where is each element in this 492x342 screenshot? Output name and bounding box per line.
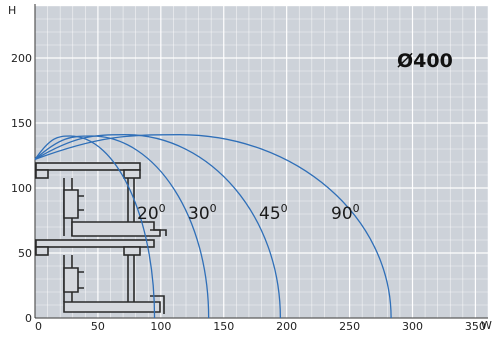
curve-45 [34, 134, 282, 319]
x-tick-label: 150 [213, 320, 234, 333]
x-tick-label: 100 [150, 320, 171, 333]
curve-30 [34, 135, 210, 319]
y-axis-label: H [8, 4, 16, 17]
window-profile-drawing [35, 162, 167, 314]
y-tick-label: 150 [11, 117, 32, 130]
curve-label-20: 200 [137, 202, 166, 224]
x-tick-label: 350 [465, 320, 486, 333]
x-tick-label: 0 [35, 320, 42, 333]
curve-20 [34, 135, 156, 319]
tick-labels: 0 50 100 150 200 250 300 350 0 50 100 150 200 [11, 52, 486, 333]
curve-label-45: 450 [259, 202, 288, 224]
x-tick-label: 300 [402, 320, 423, 333]
x-axis-label: W [481, 319, 492, 332]
curve-label-30: 300 [188, 202, 217, 224]
y-tick-label: 100 [11, 182, 32, 195]
x-tick-label: 200 [276, 320, 297, 333]
axes [34, 4, 488, 319]
curve-90 [34, 134, 392, 319]
x-tick-label: 50 [91, 320, 105, 333]
y-tick-label: 50 [18, 247, 32, 260]
x-tick-label: 250 [339, 320, 360, 333]
y-tick-label: 0 [25, 312, 32, 325]
chart-title: Ø400 [397, 50, 453, 72]
y-tick-label: 200 [11, 52, 32, 65]
opening-curves [34, 134, 392, 319]
curve-label-90: 900 [331, 202, 360, 224]
curve-labels: 200 300 450 900 [137, 202, 360, 224]
